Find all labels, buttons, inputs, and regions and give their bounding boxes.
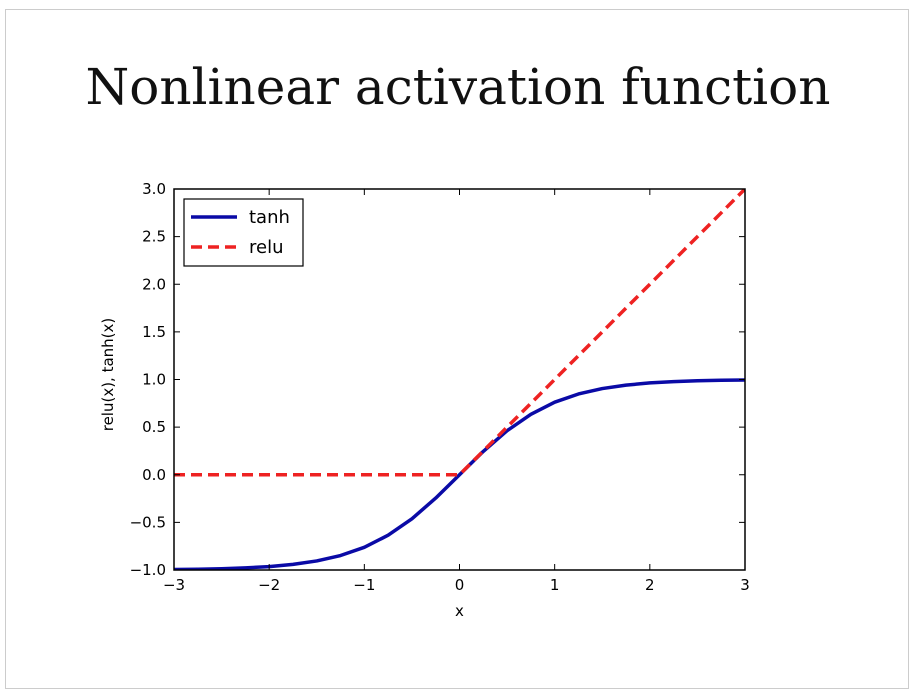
x-tick-label: −1 <box>353 576 375 594</box>
y-tick-label: 1.0 <box>142 371 166 389</box>
legend-label-tanh: tanh <box>249 207 290 228</box>
x-axis-label: x <box>455 602 464 620</box>
x-tick-label: −3 <box>163 576 185 594</box>
x-tick-label: 1 <box>550 576 560 594</box>
x-tick-label: 2 <box>645 576 655 594</box>
legend-box <box>183 198 304 267</box>
y-tick-label: 0.5 <box>142 418 166 436</box>
y-tick-label: −0.5 <box>130 513 166 531</box>
slide-title: Nonlinear activation function <box>85 58 831 116</box>
slide-frame <box>5 9 909 689</box>
x-tick-label: −2 <box>258 576 280 594</box>
y-tick-label: 3.0 <box>142 180 166 198</box>
y-tick-label: 0.0 <box>142 466 166 484</box>
y-axis-label: relu(x), tanh(x) <box>99 318 117 432</box>
series-line-relu <box>174 189 745 477</box>
x-tick-label: 0 <box>455 576 465 594</box>
y-tick-label: 2.5 <box>142 228 166 246</box>
y-tick-label: 1.5 <box>142 323 166 341</box>
y-tick-label: −1.0 <box>130 561 166 579</box>
x-tick-label: 3 <box>740 576 750 594</box>
y-tick-label: 2.0 <box>142 275 166 293</box>
legend-label-relu: relu <box>249 237 284 258</box>
